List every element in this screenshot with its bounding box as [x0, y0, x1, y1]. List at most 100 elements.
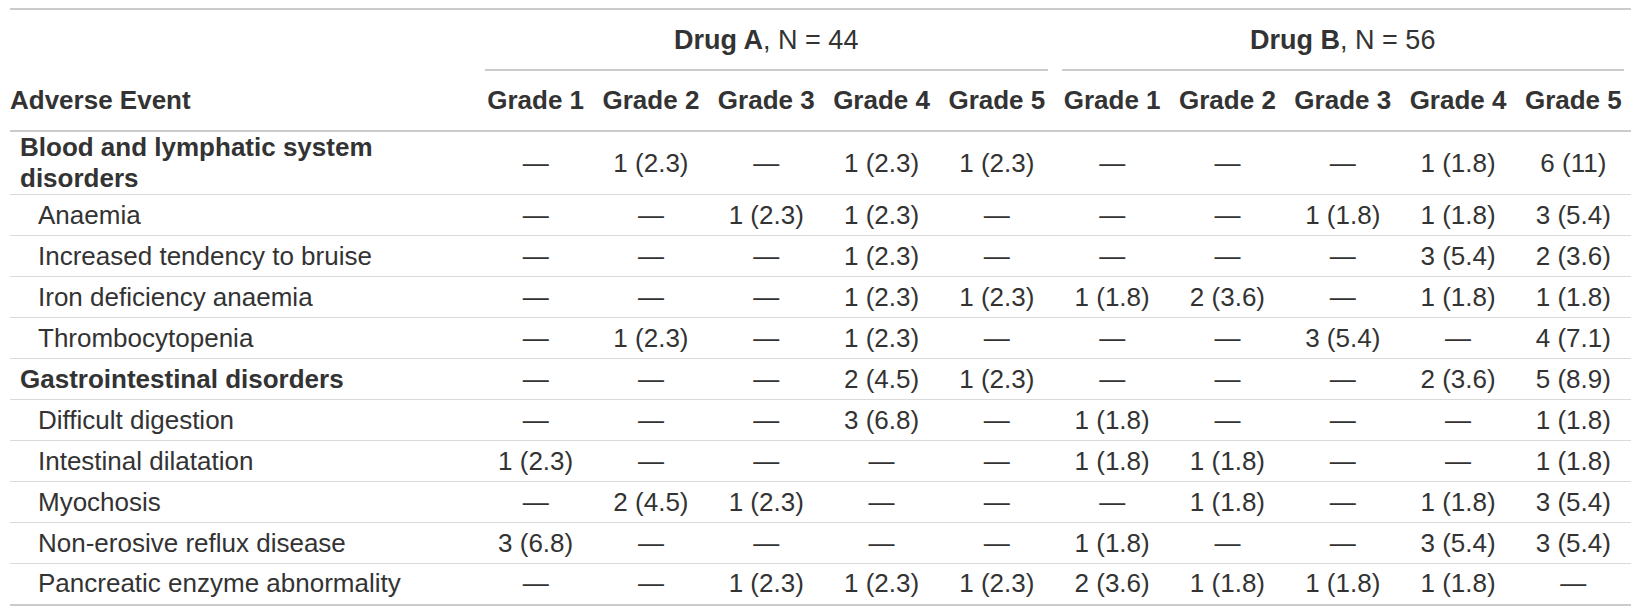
grade-value-cell: 1 (2.3) — [824, 131, 939, 195]
grade-value-cell: — — [593, 277, 708, 318]
grade-value-cell: 2 (4.5) — [824, 359, 939, 400]
grade-value-cell: 1 (1.8) — [1516, 277, 1631, 318]
adverse-event-cell: Blood and lymphatic system disorders — [10, 131, 478, 195]
grade-value-cell: 3 (5.4) — [1516, 523, 1631, 564]
grade-value-cell: 3 (6.8) — [478, 523, 593, 564]
grade-value-cell: — — [1055, 131, 1170, 195]
table-row: Thrombocytopenia — 1 (2.3) — 1 (2.3) — —… — [10, 318, 1631, 359]
grade-value-cell: 1 (1.8) — [1170, 482, 1285, 523]
adverse-event-cell: Increased tendency to bruise — [10, 236, 478, 277]
grade-value-cell: — — [709, 359, 824, 400]
grade-value-cell: — — [478, 359, 593, 400]
grade-header-b1: Grade 1 — [1055, 71, 1170, 131]
spanner-n-label: , N = 56 — [1340, 25, 1435, 55]
grade-value-cell: — — [1055, 318, 1170, 359]
grade-value-cell: — — [709, 277, 824, 318]
grade-header-a4: Grade 4 — [824, 71, 939, 131]
drug-a-spanner: Drug A, N = 44 — [478, 9, 1055, 71]
grade-value-cell: 1 (1.8) — [1055, 441, 1170, 482]
table-row: Anaemia — — 1 (2.3) 1 (2.3) — — — 1 (1.8… — [10, 195, 1631, 236]
grade-value-cell: — — [478, 236, 593, 277]
grade-value-cell: — — [1055, 195, 1170, 236]
stub-spacer — [10, 9, 478, 71]
grade-value-cell: — — [1285, 236, 1400, 277]
grade-value-cell: 1 (2.3) — [824, 564, 939, 605]
grade-value-cell: 1 (2.3) — [593, 318, 708, 359]
adverse-event-cell: Iron deficiency anaemia — [10, 277, 478, 318]
grade-value-cell: — — [478, 318, 593, 359]
grade-value-cell: — — [1285, 441, 1400, 482]
grade-value-cell: 1 (1.8) — [1055, 400, 1170, 441]
grade-value-cell: — — [1285, 400, 1400, 441]
grade-value-cell: 1 (1.8) — [1170, 564, 1285, 605]
table-row: Non-erosive reflux disease 3 (6.8) — — —… — [10, 523, 1631, 564]
adverse-event-cell: Gastrointestinal disorders — [10, 359, 478, 400]
grade-value-cell: 1 (1.8) — [1400, 195, 1515, 236]
grade-value-cell: 1 (2.3) — [939, 564, 1054, 605]
grade-value-cell: 1 (1.8) — [1285, 564, 1400, 605]
table-row: Iron deficiency anaemia — — — 1 (2.3) 1 … — [10, 277, 1631, 318]
adverse-event-cell: Anaemia — [10, 195, 478, 236]
grade-value-cell: — — [478, 195, 593, 236]
grade-value-cell: — — [824, 523, 939, 564]
grade-value-cell: 1 (1.8) — [1516, 441, 1631, 482]
grade-value-cell: 3 (5.4) — [1516, 482, 1631, 523]
spanner-row: Drug A, N = 44 Drug B, N = 56 — [10, 9, 1631, 71]
grade-value-cell: 3 (5.4) — [1400, 236, 1515, 277]
spanner-drug-name: Drug B — [1250, 25, 1340, 55]
grade-value-cell: 1 (1.8) — [1170, 441, 1285, 482]
grade-value-cell: — — [478, 482, 593, 523]
grade-value-cell: — — [709, 400, 824, 441]
spanner-drug-name: Drug A — [674, 25, 763, 55]
table-row: Blood and lymphatic system disorders — 1… — [10, 131, 1631, 195]
grade-value-cell: 1 (2.3) — [824, 318, 939, 359]
grade-value-cell: — — [709, 236, 824, 277]
adverse-event-header: Adverse Event — [10, 71, 478, 131]
grade-value-cell: — — [593, 236, 708, 277]
grade-value-cell: — — [478, 131, 593, 195]
grade-value-cell: 3 (5.4) — [1285, 318, 1400, 359]
grade-value-cell: — — [1055, 236, 1170, 277]
grade-value-cell: 1 (2.3) — [709, 195, 824, 236]
grade-header-a5: Grade 5 — [939, 71, 1054, 131]
grade-value-cell: — — [1055, 482, 1170, 523]
grade-value-cell: 1 (1.8) — [1516, 400, 1631, 441]
grade-value-cell: — — [939, 441, 1054, 482]
grade-value-cell: 3 (5.4) — [1516, 195, 1631, 236]
grade-value-cell: — — [709, 523, 824, 564]
grade-value-cell: 6 (11) — [1516, 131, 1631, 195]
grade-value-cell: 1 (1.8) — [1400, 131, 1515, 195]
table-row: Myochosis — 2 (4.5) 1 (2.3) — — — 1 (1.8… — [10, 482, 1631, 523]
table-row: Gastrointestinal disorders — — — 2 (4.5)… — [10, 359, 1631, 400]
grade-value-cell: — — [1400, 318, 1515, 359]
grade-header-a2: Grade 2 — [593, 71, 708, 131]
adverse-event-cell: Non-erosive reflux disease — [10, 523, 478, 564]
grade-value-cell: 1 (2.3) — [478, 441, 593, 482]
adverse-event-cell: Myochosis — [10, 482, 478, 523]
grade-header-b5: Grade 5 — [1516, 71, 1631, 131]
adverse-event-cell: Difficult digestion — [10, 400, 478, 441]
grade-value-cell: — — [593, 564, 708, 605]
grade-header-b2: Grade 2 — [1170, 71, 1285, 131]
spanner-n-label: , N = 44 — [763, 25, 858, 55]
grade-value-cell: 1 (2.3) — [824, 195, 939, 236]
grade-value-cell: — — [709, 441, 824, 482]
grade-value-cell: 1 (2.3) — [939, 359, 1054, 400]
grade-value-cell: — — [1516, 564, 1631, 605]
grade-value-cell: 1 (2.3) — [824, 277, 939, 318]
grade-value-cell: 1 (1.8) — [1400, 564, 1515, 605]
grade-value-cell: 2 (3.6) — [1400, 359, 1515, 400]
grade-value-cell: 1 (1.8) — [1400, 482, 1515, 523]
grade-value-cell: 1 (1.8) — [1055, 277, 1170, 318]
grade-value-cell: — — [824, 482, 939, 523]
grade-value-cell: — — [478, 564, 593, 605]
grade-value-cell: 1 (2.3) — [939, 277, 1054, 318]
grade-value-cell: — — [593, 359, 708, 400]
grade-value-cell: 1 (2.3) — [593, 131, 708, 195]
grade-value-cell: — — [478, 277, 593, 318]
grade-value-cell: — — [709, 318, 824, 359]
grade-header-b4: Grade 4 — [1400, 71, 1515, 131]
grade-value-cell: — — [1285, 482, 1400, 523]
grade-value-cell: 1 (1.8) — [1400, 277, 1515, 318]
grade-value-cell: — — [478, 400, 593, 441]
